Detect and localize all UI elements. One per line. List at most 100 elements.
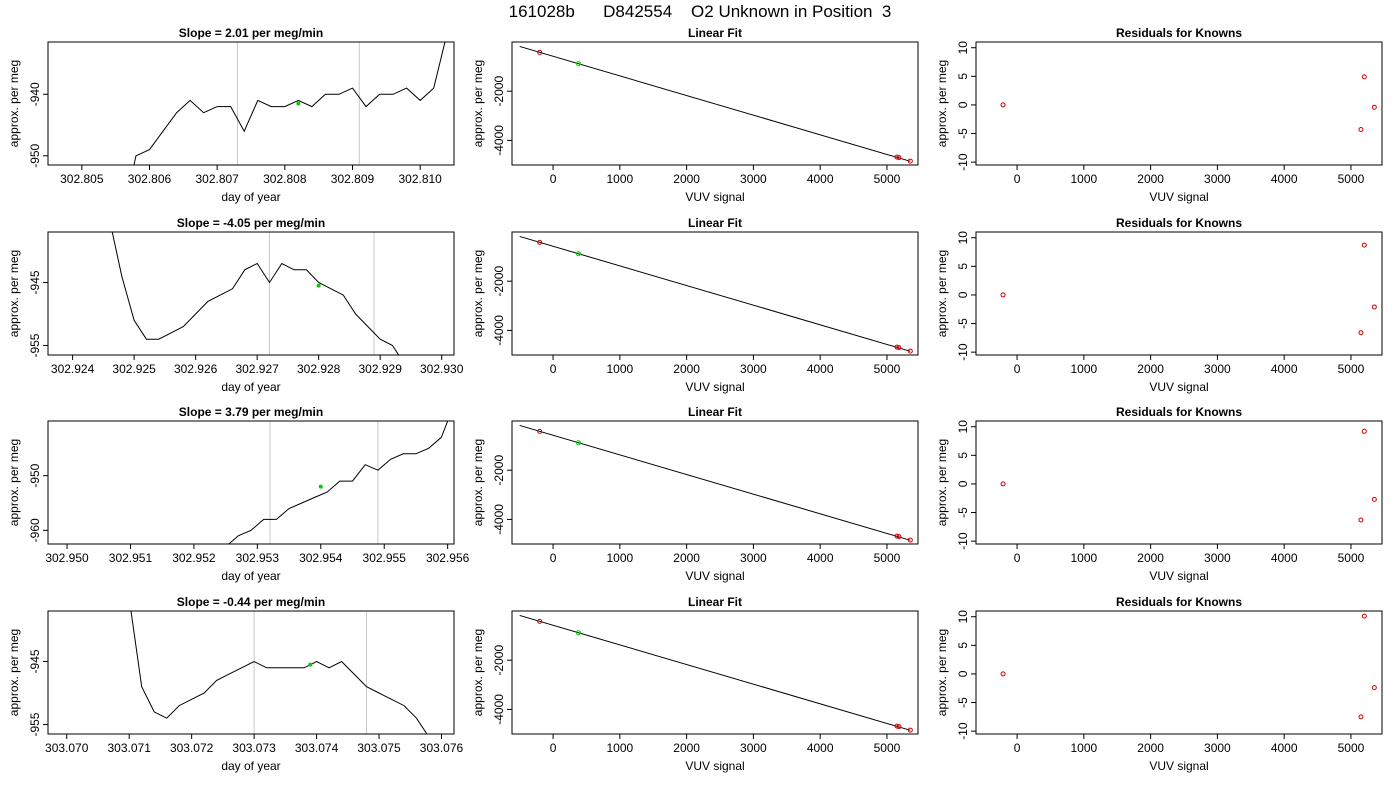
y-axis-label: approx. per meg [471, 439, 485, 526]
plot-area [519, 45, 913, 164]
unknown-point [316, 283, 321, 288]
x-tick-label: 3000 [740, 172, 767, 186]
panel-2-1: Linear Fit 0 1000 2000 3000 4000 5000 -4000 -200… [471, 26, 919, 204]
x-tick-label: 4000 [807, 172, 834, 186]
x-tick-label: 303.071 [108, 741, 152, 755]
x-tick-label: 302.954 [299, 551, 343, 565]
residual-point [1358, 517, 1364, 523]
known-point [896, 155, 902, 161]
panel-1-4: Slope = -0.44 per meg/min 303.070 303.071 3… [7, 595, 464, 773]
plot-area [130, 611, 428, 734]
y-tick-label: -945 [28, 270, 42, 294]
panel-title: Linear Fit [688, 405, 742, 419]
y-tick-label: -955 [28, 712, 42, 736]
panel-1-3: Slope = 3.79 per meg/min 302.950 302.951 30… [7, 405, 470, 583]
panel-2-2: Linear Fit 0 1000 2000 3000 4000 5000 -4000 -200… [471, 216, 919, 394]
x-tick-label: 5000 [874, 741, 901, 755]
y-tick-label: -4000 [492, 125, 506, 156]
y-tick-label: -2000 [492, 455, 506, 486]
x-tick-label: 302.953 [236, 551, 280, 565]
x-tick-label: 302.927 [235, 362, 279, 376]
residual-point [1358, 127, 1364, 133]
y-tick-label: -955 [28, 333, 42, 357]
x-tick-label: 302.950 [45, 551, 89, 565]
x-tick-label: 4000 [1271, 741, 1298, 755]
x-tick-label: 0 [550, 362, 557, 376]
x-tick-label: 0 [1014, 172, 1021, 186]
x-tick-label: 1000 [1070, 172, 1097, 186]
unknown-point [575, 61, 581, 67]
x-tick-label: 1000 [606, 551, 633, 565]
x-tick-label: 1000 [606, 741, 633, 755]
residual-point [1358, 330, 1364, 336]
plot-frame [511, 420, 919, 545]
y-tick-label: -2000 [492, 645, 506, 676]
x-axis-label: day of year [221, 759, 280, 773]
x-tick-label: 3000 [1204, 362, 1231, 376]
y-tick-label: -5 [956, 697, 970, 708]
known-point [896, 534, 902, 540]
x-tick-label: 5000 [874, 551, 901, 565]
plot-frame [975, 610, 1383, 735]
known-point [894, 723, 900, 729]
x-axis-label: VUV signal [1149, 569, 1208, 583]
panel-title: Slope = -4.05 per meg/min [177, 216, 325, 230]
unknown-point [296, 101, 301, 106]
y-tick-label: -4000 [492, 694, 506, 725]
x-tick-label: 5000 [1338, 172, 1365, 186]
y-tick-label: 5 [956, 642, 970, 649]
x-axis-label: day of year [221, 569, 280, 583]
y-tick-label: -10 [956, 153, 970, 171]
residual-point [1371, 685, 1377, 691]
panel-title: Slope = -0.44 per meg/min [177, 595, 325, 609]
x-axis-label: VUV signal [1149, 380, 1208, 394]
y-tick-label: 5 [956, 73, 970, 80]
y-tick-label: -950 [28, 143, 42, 167]
residual-point [1371, 496, 1377, 502]
panel-3-2: Residuals for Knowns 0 1000 2000 3000 4000 500… [935, 216, 1383, 394]
y-axis-label: approx. per meg [935, 439, 949, 526]
panel-3-3: Residuals for Knowns 0 1000 2000 3000 4000 500… [935, 405, 1383, 583]
x-tick-label: 302.809 [331, 172, 375, 186]
x-tick-label: 302.805 [60, 172, 104, 186]
plot-frame [511, 231, 919, 356]
x-tick-label: 302.810 [398, 172, 442, 186]
plot-area [1000, 242, 1377, 336]
plot-area [111, 232, 400, 355]
y-axis-label: approx. per meg [935, 60, 949, 147]
known-point [907, 158, 913, 164]
unknown-point [575, 440, 581, 446]
panel-title: Slope = 2.01 per meg/min [179, 26, 323, 40]
x-tick-label: 5000 [874, 362, 901, 376]
residual-point [1000, 292, 1006, 298]
x-tick-label: 5000 [1338, 741, 1365, 755]
residual-point [1000, 102, 1006, 108]
residual-point [1361, 74, 1367, 80]
known-point [537, 239, 543, 245]
x-tick-label: 302.806 [128, 172, 172, 186]
x-tick-label: 1000 [1070, 741, 1097, 755]
panel-3-1: Residuals for Knowns 0 1000 2000 3000 4000 500… [935, 26, 1383, 204]
y-tick-label: 0 [956, 670, 970, 677]
known-point [537, 428, 543, 434]
y-tick-label: -2000 [492, 266, 506, 297]
x-tick-label: 1000 [606, 172, 633, 186]
unknown-point [575, 630, 581, 636]
plot-frame [47, 610, 455, 735]
plot-area [1000, 613, 1377, 720]
x-tick-label: 3000 [1204, 551, 1231, 565]
unknown-point [318, 484, 323, 489]
x-tick-label: 303.072 [170, 741, 214, 755]
y-axis-label: approx. per meg [7, 629, 21, 716]
plot-frame [47, 41, 455, 166]
y-tick-label: 10 [956, 41, 970, 55]
residual-point [1371, 304, 1377, 310]
residual-point [1371, 104, 1377, 110]
x-tick-label: 1000 [1070, 362, 1097, 376]
plot-frame [975, 41, 1383, 166]
x-tick-label: 4000 [1271, 362, 1298, 376]
x-tick-label: 3000 [740, 551, 767, 565]
x-axis-label: VUV signal [685, 569, 744, 583]
x-tick-label: 302.951 [109, 551, 153, 565]
